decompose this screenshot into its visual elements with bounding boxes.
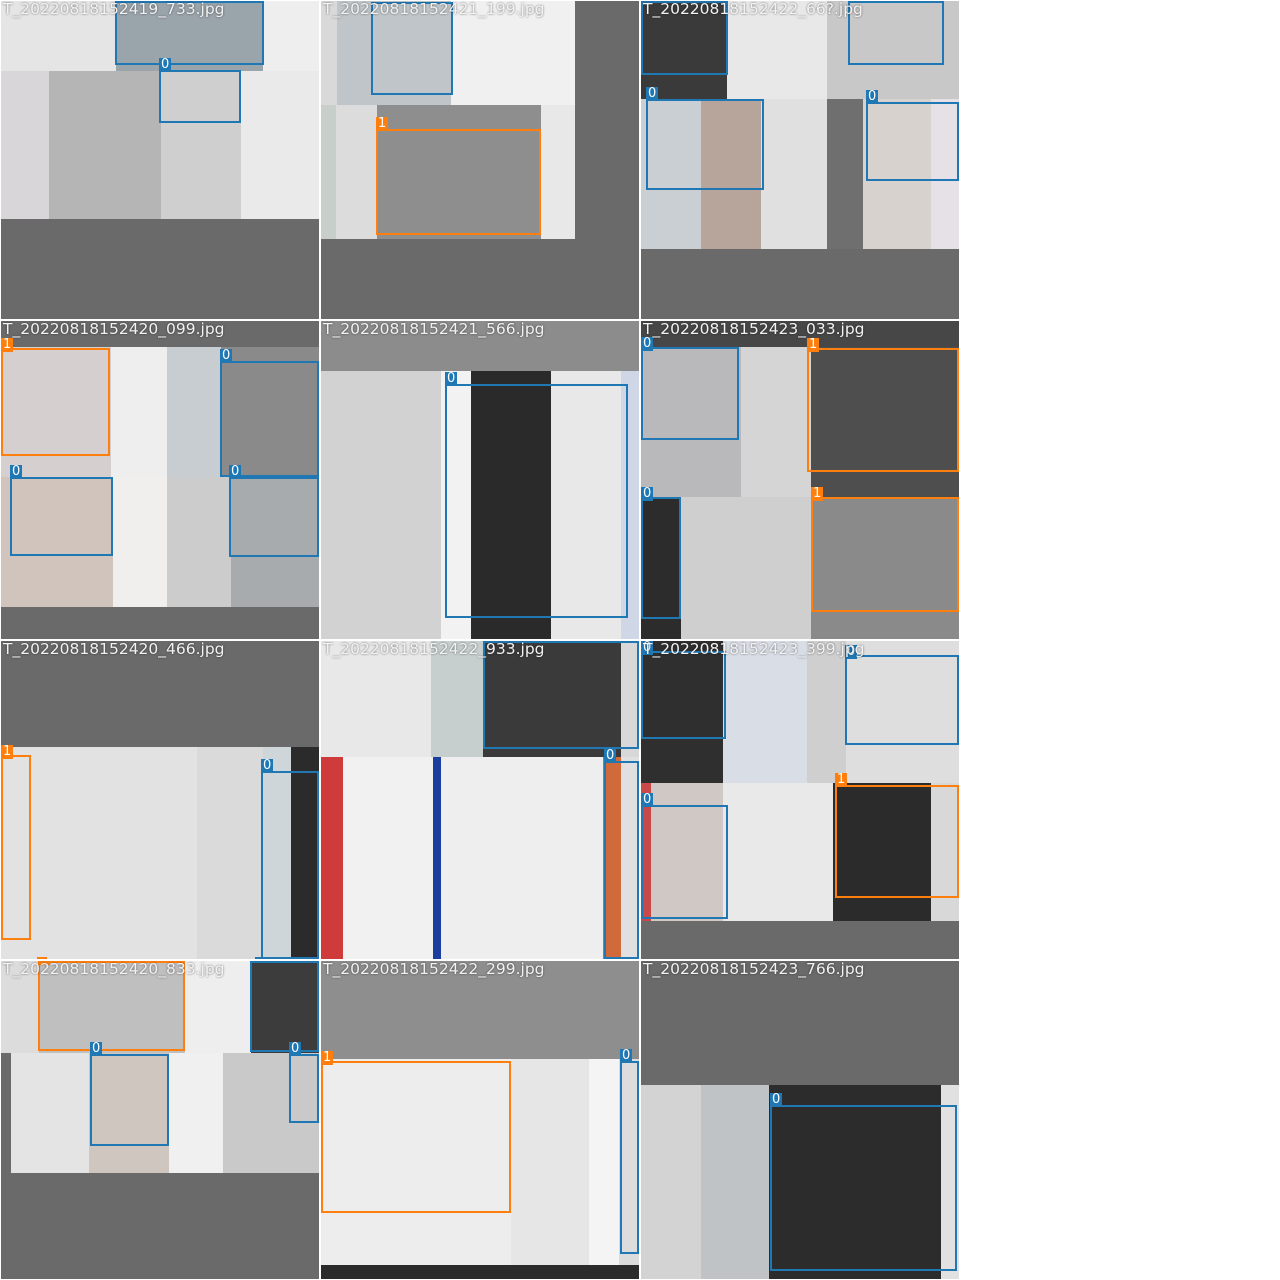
mosaic-tile: T_20220818152423_399.jpg 0 0 0 1 [641,641,959,959]
mosaic-tile: T_20220818152420_099.jpg 1 0 0 0 [1,321,319,639]
photo-composite [321,641,639,959]
bounding-box [250,961,319,1052]
bounding-box [848,1,944,65]
class-label: 1 [1,337,14,352]
bounding-box: 0 [604,749,639,959]
class-label: 0 [604,748,617,763]
class-label: 0 [289,1041,302,1056]
bounding-box: 0 [641,641,726,739]
class-label: 0 [641,336,654,351]
class-label: 1 [811,486,824,501]
class-label: 0 [845,644,858,659]
class-label: 0 [229,464,242,479]
photo-composite [641,321,959,639]
image-filename: T_20220818152420_833.jpg [3,961,225,978]
bounding-box: 0 [289,1042,319,1123]
image-filename: T_20220818152422_299.jpg [323,961,545,978]
class-label: 1 [321,1050,334,1065]
image-filename: T_20220818152420_099.jpg [3,321,225,338]
bounding-box: 0 [159,58,241,123]
photo-composite [641,961,959,1279]
image-filename: T_20220818152422_933.jpg [323,641,545,658]
class-label: 1 [807,337,820,352]
bounding-box: 0 [10,465,113,556]
bounding-box [255,957,263,959]
class-label: 0 [646,86,659,101]
photo-composite [1,961,319,1279]
image-filename: T_20220818152421_199.jpg [323,1,545,18]
bounding-box: 1 [1,338,110,456]
mosaic-tile: T_20220818152419_733.jpg 0 [1,1,319,319]
mosaic-tile: T_20220818152422_299.jpg 1 0 [321,961,639,1279]
class-label: 0 [90,1041,103,1056]
bounding-box [115,1,264,65]
photo-composite [1,1,319,319]
bounding-box [483,641,639,749]
class-label: 0 [620,1048,633,1063]
bounding-box: 0 [229,465,319,557]
mosaic-tile: T_20220818152422_66?.jpg 0 0 [641,1,959,319]
bounding-box: 1 [321,1051,511,1213]
class-label: 0 [159,57,172,72]
photo-composite [641,1,959,319]
bounding-box: 1 [1,745,31,940]
mosaic-tile: T_20220818152421_199.jpg 1 [321,1,639,319]
image-filename: T_20220818152420_466.jpg [3,641,225,658]
class-label: 0 [10,464,23,479]
photo-composite [321,321,639,639]
mosaic-tile: T_20220818152421_566.jpg 0 [321,321,639,639]
bounding-box [641,1,728,75]
mosaic-tile: T_20220818152423_766.jpg 0 [641,961,959,1279]
bounding-box: 0 [445,372,628,618]
bounding-box: 1 [811,487,959,612]
bounding-box [371,2,453,95]
class-label: 0 [770,1092,783,1107]
class-label: 0 [220,348,233,363]
bounding-box: 0 [646,87,764,190]
class-label: 0 [641,792,654,807]
class-label: 1 [1,744,14,759]
photo-composite [321,961,639,1279]
image-filename: T_20220818152421_566.jpg [323,321,545,338]
image-filename: T_20220818152422_66?.jpg [643,1,863,18]
class-label: 0 [261,758,274,773]
photo-composite [321,1,639,319]
bounding-box: 0 [220,349,319,477]
image-filename: T_20220818152423_766.jpg [643,961,865,978]
bounding-box: 0 [620,1049,639,1254]
class-label: 0 [445,371,458,386]
bounding-box: 0 [90,1042,169,1146]
photo-composite [1,641,319,959]
mosaic-tile: T_20220818152420_466.jpg 1 0 [1,641,319,959]
class-label: 0 [641,641,654,655]
mosaic-grid: T_20220818152419_733.jpg 0 T_20220818152… [1,1,959,1279]
bounding-box: 0 [641,793,728,919]
image-filename: T_20220818152423_399.jpg [643,641,865,658]
bounding-box: 1 [835,773,959,898]
mosaic-tile: T_20220818152420_833.jpg 1 0 0 [1,961,319,1279]
bounding-box: 1 [807,338,959,472]
photo-composite [641,641,959,959]
image-filename: T_20220818152423_033.jpg [643,321,865,338]
bounding-box: 1 [38,961,185,1051]
bounding-box: 0 [866,90,959,181]
class-label: 1 [376,116,389,131]
mosaic-tile: T_20220818152422_933.jpg 0 [321,641,639,959]
image-filename: T_20220818152419_733.jpg [3,1,225,18]
class-label: 1 [38,961,51,965]
mosaic-tile: T_20220818152423_033.jpg 0 1 0 1 [641,321,959,639]
bounding-box [37,957,47,959]
bounding-box: 0 [770,1093,957,1271]
bounding-box: 1 [376,117,541,235]
class-label: 0 [641,486,654,501]
bounding-box: 0 [641,337,739,440]
class-label: 0 [866,89,879,104]
bounding-box: 0 [641,487,681,619]
bounding-box: 0 [845,645,959,745]
photo-composite [1,321,319,639]
class-label: 1 [835,772,848,787]
bounding-box: 0 [261,759,319,959]
